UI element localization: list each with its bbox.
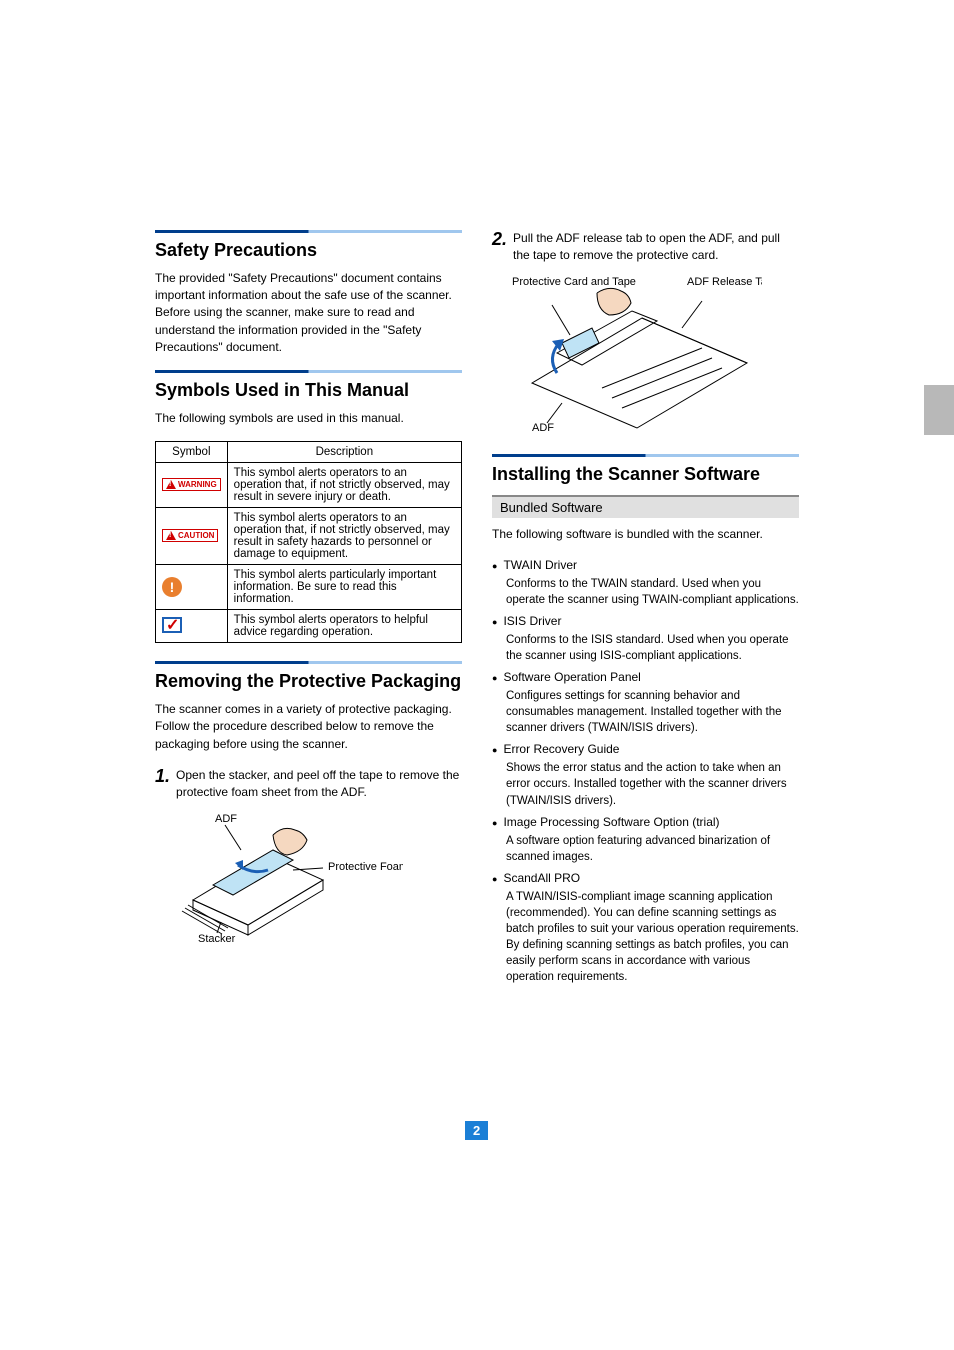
step-1-text: Open the stacker, and peel off the tape … bbox=[176, 767, 462, 802]
list-item-desc: Shows the error status and the action to… bbox=[506, 760, 799, 808]
removing-intro: The scanner comes in a variety of protec… bbox=[155, 701, 462, 753]
caution-desc: This symbol alerts operators to an opera… bbox=[227, 508, 461, 565]
table-row: ! This symbol alerts particularly import… bbox=[156, 565, 462, 610]
installing-intro: The following software is bundled with t… bbox=[492, 526, 799, 543]
tip-desc: This symbol alerts operators to helpful … bbox=[227, 610, 461, 643]
step2-diagram: Protective Card and Tape ADF Release Tab… bbox=[502, 273, 762, 438]
tip-symbol-cell bbox=[156, 610, 228, 643]
svg-text:Protective Foam Sheet and Tape: Protective Foam Sheet and Tape bbox=[328, 861, 403, 873]
figure-2: Protective Card and Tape ADF Release Tab… bbox=[502, 273, 799, 438]
svg-text:Protective Card and Tape: Protective Card and Tape bbox=[512, 276, 636, 288]
list-item-desc: A TWAIN/ISIS-compliant image scanning ap… bbox=[506, 889, 799, 986]
table-row: WARNING This symbol alerts operators to … bbox=[156, 463, 462, 508]
table-row: This symbol alerts operators to helpful … bbox=[156, 610, 462, 643]
safety-precautions-body: The provided "Safety Precautions" docume… bbox=[155, 270, 462, 357]
list-item-desc: Configures settings for scanning behavio… bbox=[506, 688, 799, 736]
left-column: Safety Precautions The provided "Safety … bbox=[155, 230, 462, 991]
step-number: 2 bbox=[492, 230, 507, 265]
bundled-software-subheading: Bundled Software bbox=[492, 495, 799, 518]
warning-desc: This symbol alerts operators to an opera… bbox=[227, 463, 461, 508]
caution-symbol-cell: CAUTION bbox=[156, 508, 228, 565]
step-1: 1 Open the stacker, and peel off the tap… bbox=[155, 767, 462, 802]
list-item: Software Operation Panel bbox=[492, 670, 799, 686]
table-row: CAUTION This symbol alerts operators to … bbox=[156, 508, 462, 565]
two-column-layout: Safety Precautions The provided "Safety … bbox=[155, 230, 799, 991]
table-header-description: Description bbox=[227, 442, 461, 463]
important-symbol-cell: ! bbox=[156, 565, 228, 610]
tip-icon bbox=[162, 617, 182, 633]
list-item-desc: Conforms to the TWAIN standard. Used whe… bbox=[506, 576, 799, 608]
svg-text:ADF Release Tab: ADF Release Tab bbox=[687, 276, 762, 288]
step1-diagram: ADF Protective Foam Sheet and Tape Stack… bbox=[173, 810, 403, 945]
symbols-table: Symbol Description WARNING This symbol a… bbox=[155, 441, 462, 643]
side-tab bbox=[924, 385, 954, 435]
step-2: 2 Pull the ADF release tab to open the A… bbox=[492, 230, 799, 265]
symbols-heading: Symbols Used in This Manual bbox=[155, 370, 462, 402]
svg-text:ADF: ADF bbox=[215, 813, 237, 825]
svg-text:Stacker: Stacker bbox=[198, 933, 236, 945]
list-item: ScandAll PRO bbox=[492, 871, 799, 887]
list-item: ISIS Driver bbox=[492, 614, 799, 630]
step-number: 1 bbox=[155, 767, 170, 802]
page-number: 2 bbox=[465, 1121, 488, 1140]
caution-icon: CAUTION bbox=[162, 529, 218, 542]
list-item-desc: Conforms to the ISIS standard. Used when… bbox=[506, 632, 799, 664]
list-item: TWAIN Driver bbox=[492, 558, 799, 574]
step-2-text: Pull the ADF release tab to open the ADF… bbox=[513, 230, 799, 265]
important-icon: ! bbox=[162, 577, 182, 597]
safety-precautions-heading: Safety Precautions bbox=[155, 230, 462, 262]
table-header-symbol: Symbol bbox=[156, 442, 228, 463]
removing-heading: Removing the Protective Packaging bbox=[155, 661, 462, 693]
svg-text:ADF: ADF bbox=[532, 422, 554, 434]
figure-1: ADF Protective Foam Sheet and Tape Stack… bbox=[173, 810, 462, 945]
important-desc: This symbol alerts particularly importan… bbox=[227, 565, 461, 610]
warning-icon: WARNING bbox=[162, 478, 221, 491]
symbols-intro: The following symbols are used in this m… bbox=[155, 410, 462, 427]
list-item-desc: A software option featuring advanced bin… bbox=[506, 833, 799, 865]
warning-symbol-cell: WARNING bbox=[156, 463, 228, 508]
installing-heading: Installing the Scanner Software bbox=[492, 454, 799, 486]
list-item: Error Recovery Guide bbox=[492, 742, 799, 758]
right-column: 2 Pull the ADF release tab to open the A… bbox=[492, 230, 799, 991]
list-item: Image Processing Software Option (trial) bbox=[492, 815, 799, 831]
